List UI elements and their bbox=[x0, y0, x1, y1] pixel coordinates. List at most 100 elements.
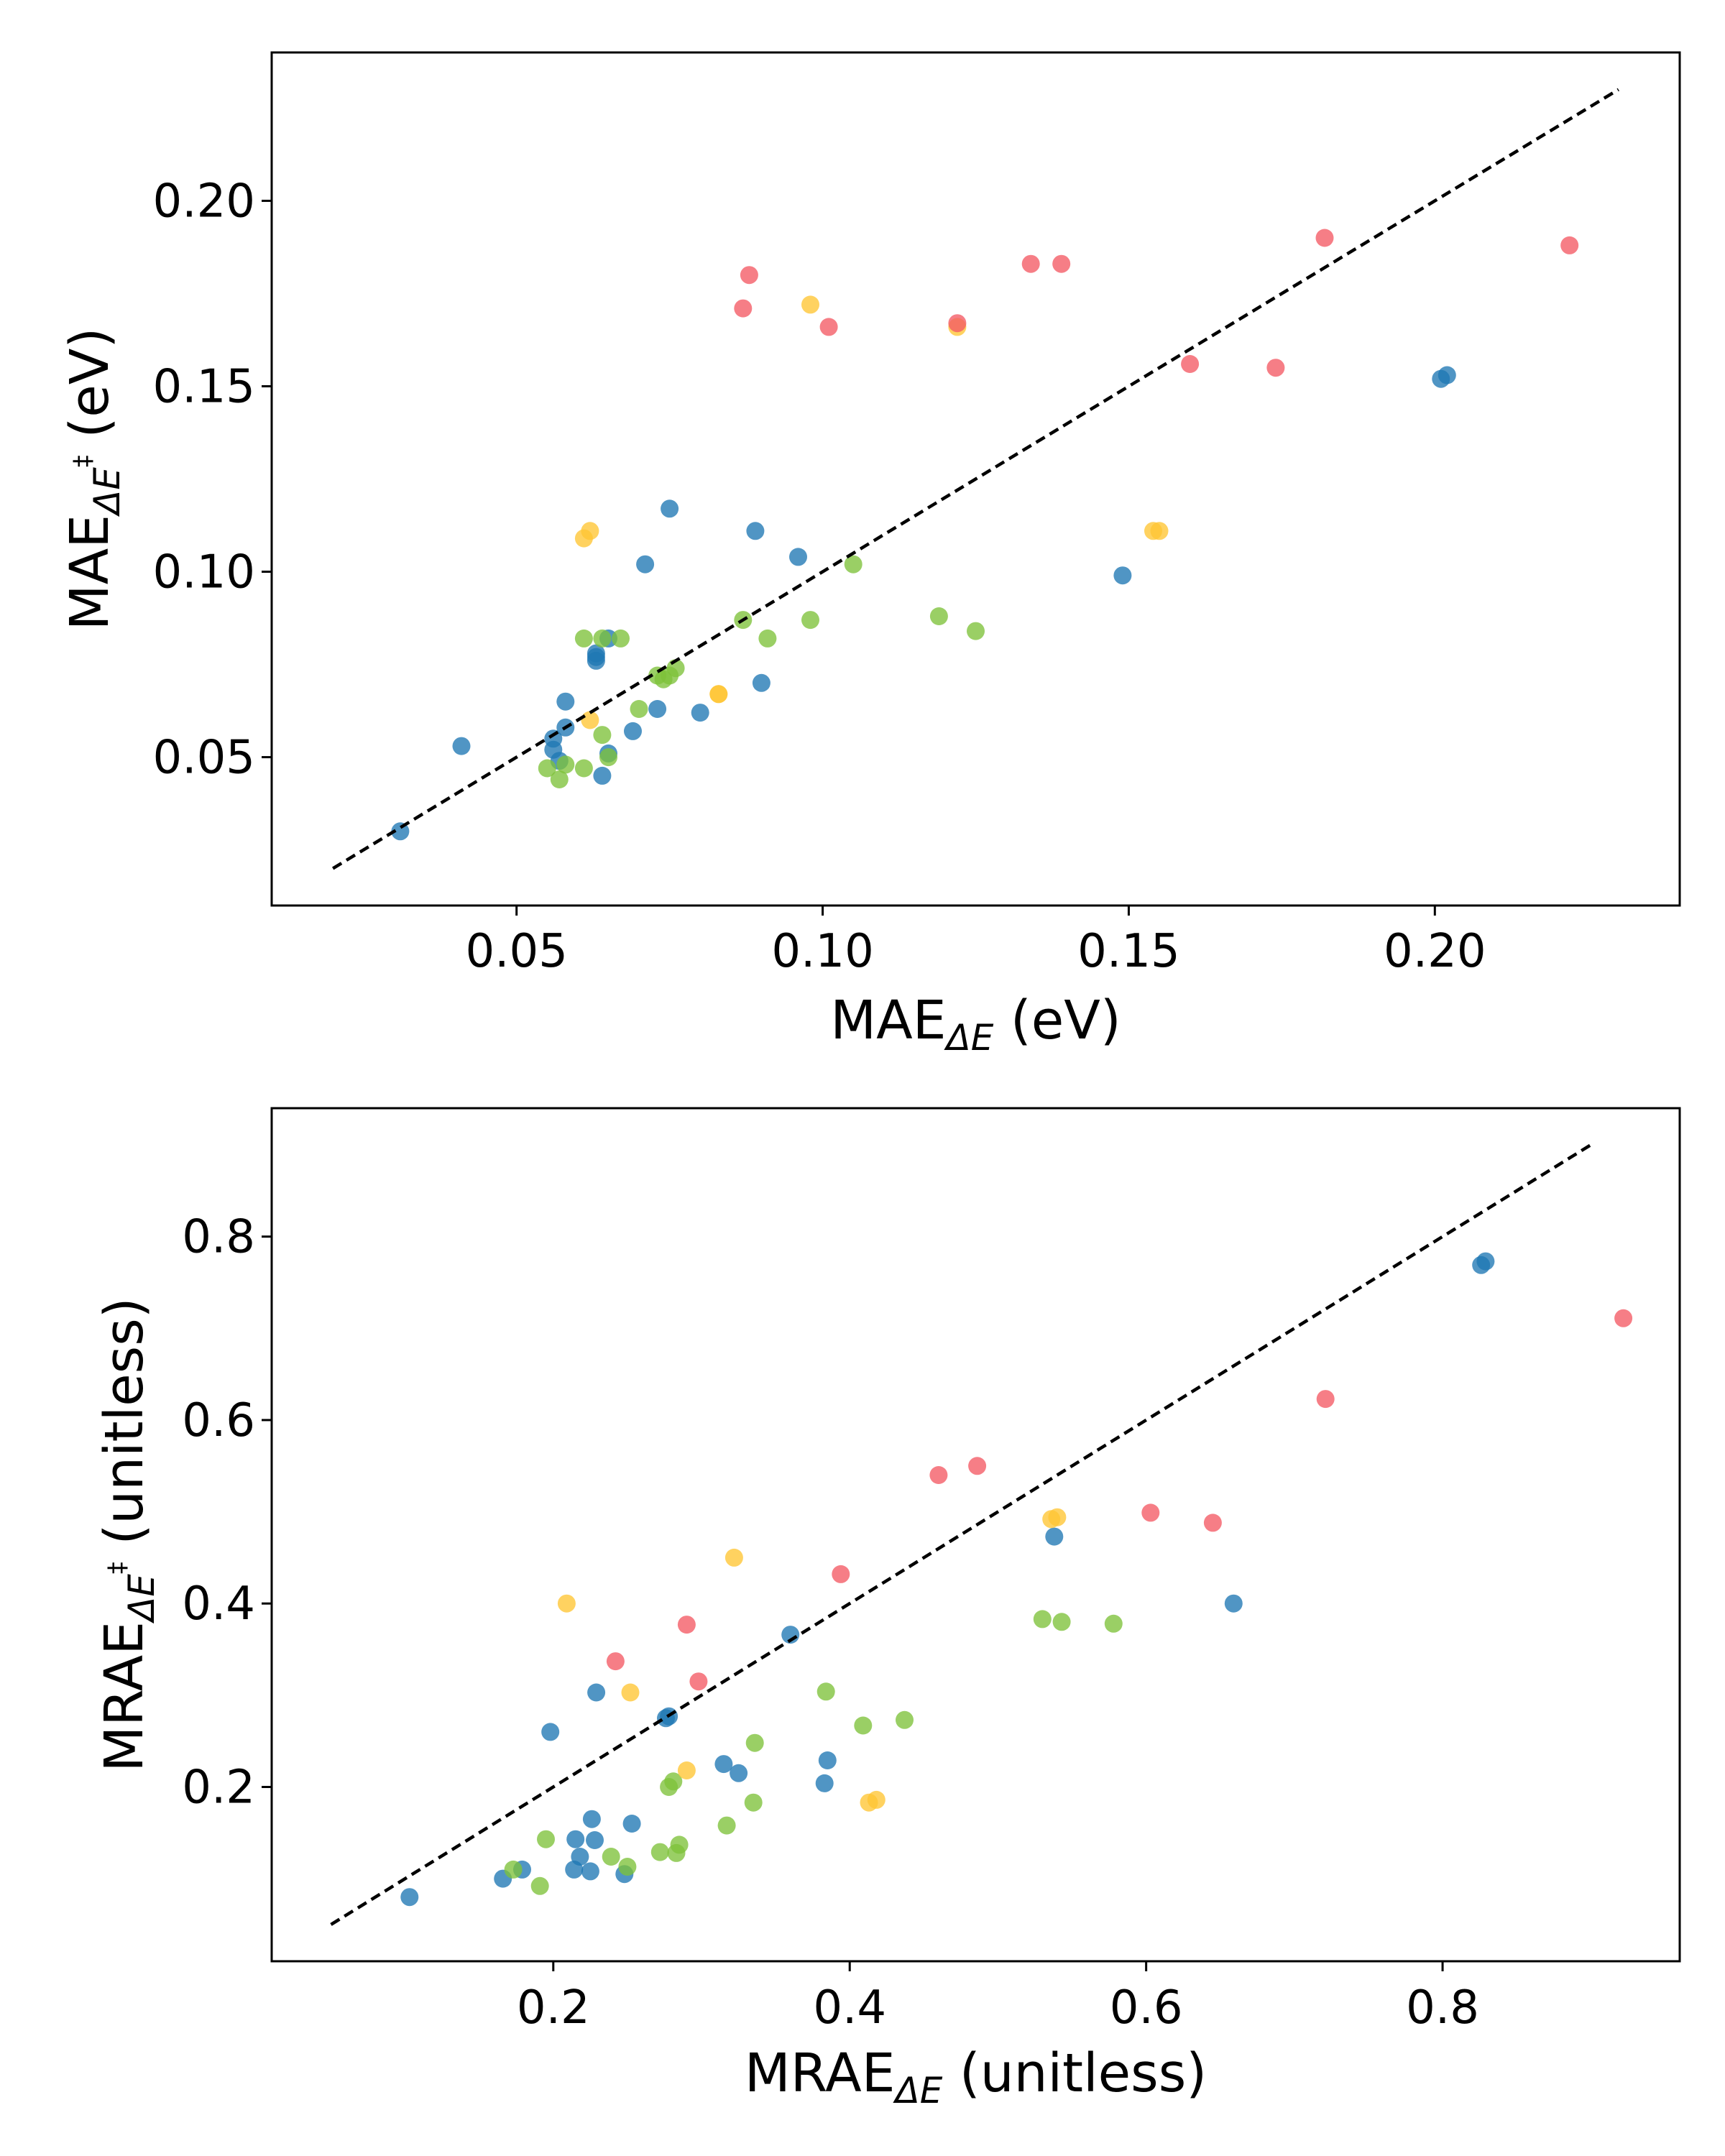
data-point-green bbox=[593, 726, 612, 745]
data-point-green bbox=[758, 629, 777, 648]
data-point-blue bbox=[730, 1764, 748, 1782]
data-point-blue bbox=[1113, 566, 1132, 585]
data-point-red bbox=[929, 1466, 948, 1484]
data-point-blue bbox=[400, 1888, 419, 1907]
x-tick-label: 0.20 bbox=[1384, 925, 1486, 978]
data-point-red bbox=[1141, 1503, 1160, 1522]
y-tick-label: 0.6 bbox=[182, 1394, 255, 1447]
data-point-green bbox=[717, 1816, 736, 1835]
data-point-green bbox=[801, 611, 819, 630]
data-point-blue bbox=[566, 1830, 585, 1848]
data-point-red bbox=[1560, 236, 1579, 254]
data-point-yellow bbox=[621, 1683, 640, 1702]
data-point-green bbox=[556, 755, 575, 774]
data-point-green bbox=[1033, 1610, 1052, 1628]
data-point-green bbox=[602, 1848, 620, 1866]
data-point-red bbox=[1315, 229, 1334, 247]
data-point-red bbox=[740, 266, 758, 285]
data-points bbox=[391, 229, 1579, 841]
data-point-green bbox=[630, 700, 648, 718]
y-axis-label: MRAEΔE‡ (unitless) bbox=[93, 1297, 162, 1772]
x-tick-label: 0.8 bbox=[1406, 1981, 1479, 2035]
data-point-blue bbox=[582, 1810, 601, 1828]
data-point-green bbox=[670, 1835, 689, 1854]
data-point-blue bbox=[541, 1723, 560, 1741]
data-point-red bbox=[1316, 1390, 1335, 1409]
data-point-green bbox=[967, 622, 985, 640]
data-point-blue bbox=[789, 548, 807, 566]
data-point-red bbox=[1181, 355, 1200, 373]
data-point-blue bbox=[818, 1751, 837, 1769]
y-tick-label: 0.10 bbox=[153, 546, 256, 599]
data-point-blue bbox=[452, 737, 471, 755]
y-tick-label: 0.2 bbox=[182, 1761, 255, 1814]
x-axis-label: MRAEΔE (unitless) bbox=[745, 2042, 1207, 2111]
parity-line bbox=[332, 88, 1619, 870]
data-point-yellow bbox=[581, 711, 599, 729]
data-point-green bbox=[744, 1793, 763, 1812]
data-point-green bbox=[504, 1860, 523, 1879]
data-point-green bbox=[1104, 1614, 1123, 1633]
data-point-green bbox=[650, 1843, 669, 1861]
data-point-blue bbox=[752, 673, 770, 692]
data-point-blue bbox=[1045, 1527, 1064, 1546]
x-tick-label: 0.05 bbox=[465, 925, 568, 978]
data-point-blue bbox=[544, 729, 563, 748]
data-point-green bbox=[854, 1716, 873, 1735]
data-point-green bbox=[574, 629, 593, 648]
data-point-blue bbox=[648, 700, 667, 718]
data-point-red bbox=[1052, 254, 1071, 273]
data-point-yellow bbox=[557, 1594, 576, 1613]
data-point-yellow bbox=[677, 1761, 696, 1779]
x-tick-label: 0.4 bbox=[813, 1981, 886, 2035]
data-point-red bbox=[1266, 359, 1285, 377]
data-point-green bbox=[618, 1858, 637, 1876]
y-axis-label: MAEΔE‡ (eV) bbox=[59, 328, 128, 630]
data-point-blue bbox=[691, 704, 709, 722]
x-axis-label: MAEΔE (eV) bbox=[830, 990, 1121, 1059]
y-tick-label: 0.05 bbox=[153, 732, 256, 785]
parity-line bbox=[330, 1143, 1592, 1926]
y-tick-label: 0.20 bbox=[153, 175, 256, 228]
data-point-green bbox=[538, 759, 556, 778]
data-point-green bbox=[896, 1710, 914, 1729]
data-point-blue bbox=[1224, 1594, 1243, 1613]
data-point-yellow bbox=[1150, 522, 1169, 540]
data-point-blue bbox=[586, 1831, 604, 1849]
data-point-red bbox=[1614, 1309, 1633, 1327]
data-point-yellow bbox=[1048, 1508, 1067, 1526]
data-point-blue bbox=[571, 1848, 589, 1866]
data-point-red bbox=[968, 1457, 987, 1475]
mrae-scatter-plot: 0.2 0.4 0.6 0.8 0.2 0.4 0.6 0.8 MRAEΔE (unitless… bbox=[93, 1107, 1681, 2111]
data-point-blue bbox=[622, 1815, 641, 1833]
data-point-blue bbox=[746, 522, 765, 540]
data-point-blue bbox=[636, 555, 655, 573]
data-point-green bbox=[745, 1733, 764, 1752]
data-point-green bbox=[574, 759, 593, 778]
data-point-green bbox=[599, 748, 617, 767]
data-point-red bbox=[734, 299, 753, 318]
data-point-green bbox=[550, 770, 569, 788]
data-point-blue bbox=[556, 692, 575, 711]
data-point-red bbox=[606, 1652, 625, 1671]
plot-frame bbox=[270, 51, 1681, 907]
data-points bbox=[400, 1252, 1633, 1907]
x-tick-label: 0.10 bbox=[771, 925, 874, 978]
data-point-green bbox=[612, 629, 630, 648]
data-point-yellow bbox=[801, 295, 819, 314]
data-point-green bbox=[593, 629, 612, 648]
data-point-red bbox=[1021, 254, 1040, 273]
data-point-blue bbox=[624, 722, 642, 740]
data-point-red bbox=[677, 1616, 696, 1634]
data-point-green bbox=[816, 1682, 835, 1701]
y-tick-label: 0.15 bbox=[153, 360, 256, 413]
data-point-blue bbox=[593, 766, 612, 785]
data-point-blue bbox=[586, 644, 605, 663]
data-point-blue bbox=[1476, 1252, 1495, 1271]
data-point-blue bbox=[581, 1862, 599, 1881]
data-point-yellow bbox=[709, 685, 728, 704]
data-point-yellow bbox=[724, 1548, 743, 1567]
data-point-blue bbox=[714, 1755, 733, 1774]
data-point-blue bbox=[587, 1683, 606, 1702]
data-point-green bbox=[1052, 1613, 1071, 1631]
